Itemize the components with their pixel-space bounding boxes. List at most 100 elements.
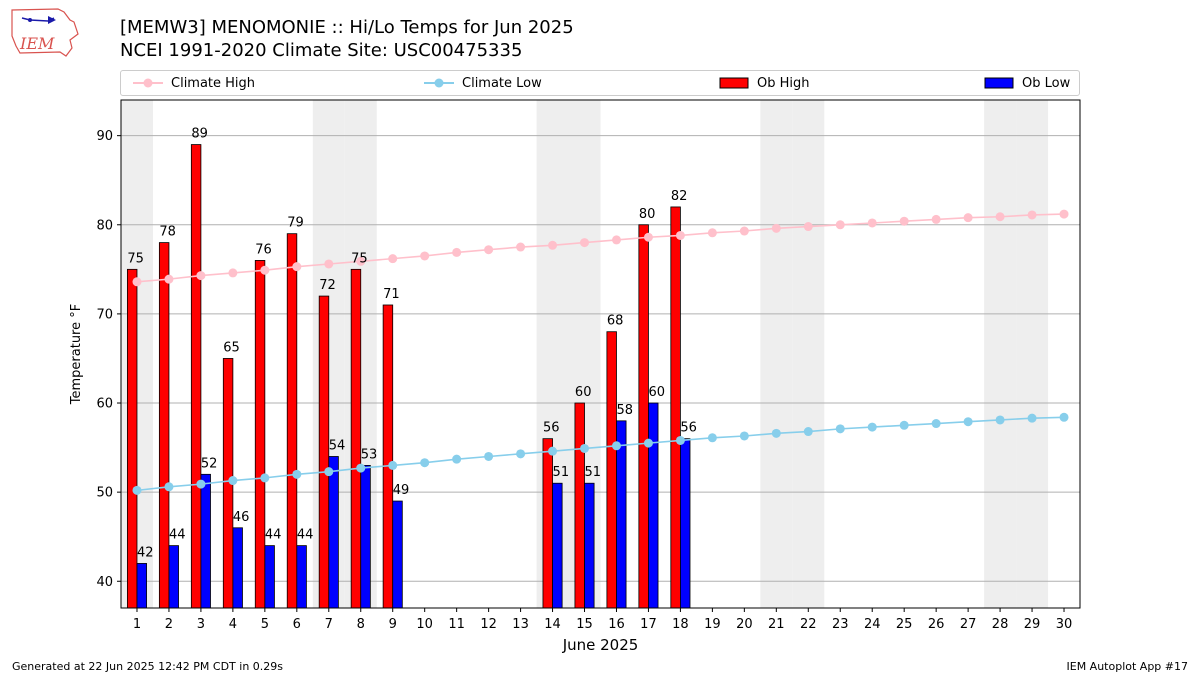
x-tick-label: 22 [800,617,817,632]
bar-ob-low [392,500,403,609]
data-label-ob-low: 44 [297,528,314,543]
x-tick-label: 10 [416,617,433,632]
point-climate-low [164,482,174,492]
point-climate-high [931,214,941,224]
point-climate-high [324,259,334,269]
point-climate-low [1059,412,1069,422]
point-climate-low [771,428,781,438]
point-climate-low [931,419,941,429]
x-tick-label: 9 [389,617,397,632]
point-climate-high [516,242,526,252]
x-tick-label: 13 [512,617,529,632]
point-climate-high [548,240,558,250]
legend-label: Climate High [171,75,256,91]
legend-label: Ob Low [1022,75,1071,91]
point-climate-high [771,223,781,233]
weekend-shade [1016,100,1049,608]
point-climate-high [388,254,398,264]
data-label-ob-low: 52 [201,456,218,471]
x-tick-label: 2 [165,617,173,632]
point-climate-low [452,454,462,464]
point-climate-high [611,235,621,245]
bar-ob-low [136,563,147,609]
point-climate-low [292,469,302,479]
legend-item-ob-high: Ob High [719,71,810,95]
bar-ob-high [382,304,394,609]
data-label-ob-low: 58 [616,403,633,418]
data-label-ob-high: 75 [351,251,368,266]
point-climate-high [484,245,494,255]
point-climate-low [611,441,621,451]
y-tick-label: 90 [96,129,113,144]
x-tick-label: 20 [736,617,753,632]
x-tick-label: 28 [992,617,1009,632]
data-label-ob-high: 68 [607,314,624,329]
point-climate-low [995,415,1005,425]
point-climate-high [707,228,717,238]
bar-ob-high [606,331,617,609]
x-tick-label: 6 [293,617,301,632]
bar-ob-high [638,224,649,609]
chart-subtitle: NCEI 1991-2020 Climate Site: USC00475335 [120,40,523,61]
legend-label: Climate Low [462,75,542,91]
point-climate-high [260,265,270,275]
point-climate-low [132,485,142,495]
data-label-ob-high: 75 [127,251,144,266]
bar-ob-high [542,438,553,609]
x-tick-label: 30 [1056,617,1073,632]
x-tick-label: 23 [832,617,849,632]
data-label-ob-low: 56 [680,421,697,436]
bar-ob-low [584,482,595,609]
data-label-ob-low: 51 [585,465,602,480]
y-tick-label: 70 [96,307,113,322]
x-tick-label: 5 [261,617,269,632]
data-label-ob-low: 49 [393,483,410,498]
point-climate-low [963,417,973,427]
data-label-ob-high: 79 [287,216,304,231]
logo-text: IEM [19,34,55,53]
weekend-shade [792,100,825,608]
data-label-ob-high: 80 [639,207,656,222]
data-label-ob-low: 42 [137,545,154,560]
point-climate-low [548,446,558,456]
x-tick-label: 15 [576,617,593,632]
x-tick-label: 16 [608,617,625,632]
x-axis-label: June 2025 [562,636,639,654]
line-climate-high [136,213,1065,283]
line-climate-low [136,416,1065,492]
point-climate-low [580,443,590,453]
weekend-shade [984,100,1017,608]
data-label-ob-high: 71 [383,287,400,302]
point-climate-high [1027,210,1037,220]
point-climate-high [835,220,845,230]
bar-ob-low [264,545,275,609]
bar-ob-high [158,242,170,609]
y-axis-label: Temperature °F [69,304,84,405]
bar-ob-high [286,233,298,609]
point-climate-low [1027,413,1037,423]
bar-ob-high [190,144,202,609]
point-climate-low [484,451,494,461]
data-label-ob-high: 65 [223,340,240,355]
point-climate-low [739,431,749,441]
point-climate-low [260,473,270,483]
bar-ob-high [350,268,362,609]
data-label-ob-low: 60 [648,385,665,400]
point-climate-high [643,232,653,242]
y-tick-label: 40 [96,575,113,590]
bar-ob-low [168,545,179,609]
bar-ob-high [574,402,585,609]
point-climate-low [803,427,813,437]
data-label-ob-high: 78 [159,225,176,240]
data-label-ob-high: 76 [255,242,272,257]
point-climate-high [995,212,1005,222]
legend-item-ob-low: Ob Low [984,71,1070,95]
x-tick-label: 24 [864,617,881,632]
point-climate-high [356,256,366,266]
legend-item-climate-low: Climate Low [424,71,542,95]
point-climate-high [228,268,238,278]
bar-ob-low [680,438,691,609]
bar-ob-high [670,206,681,609]
point-climate-low [516,449,526,459]
point-climate-high [164,274,174,284]
